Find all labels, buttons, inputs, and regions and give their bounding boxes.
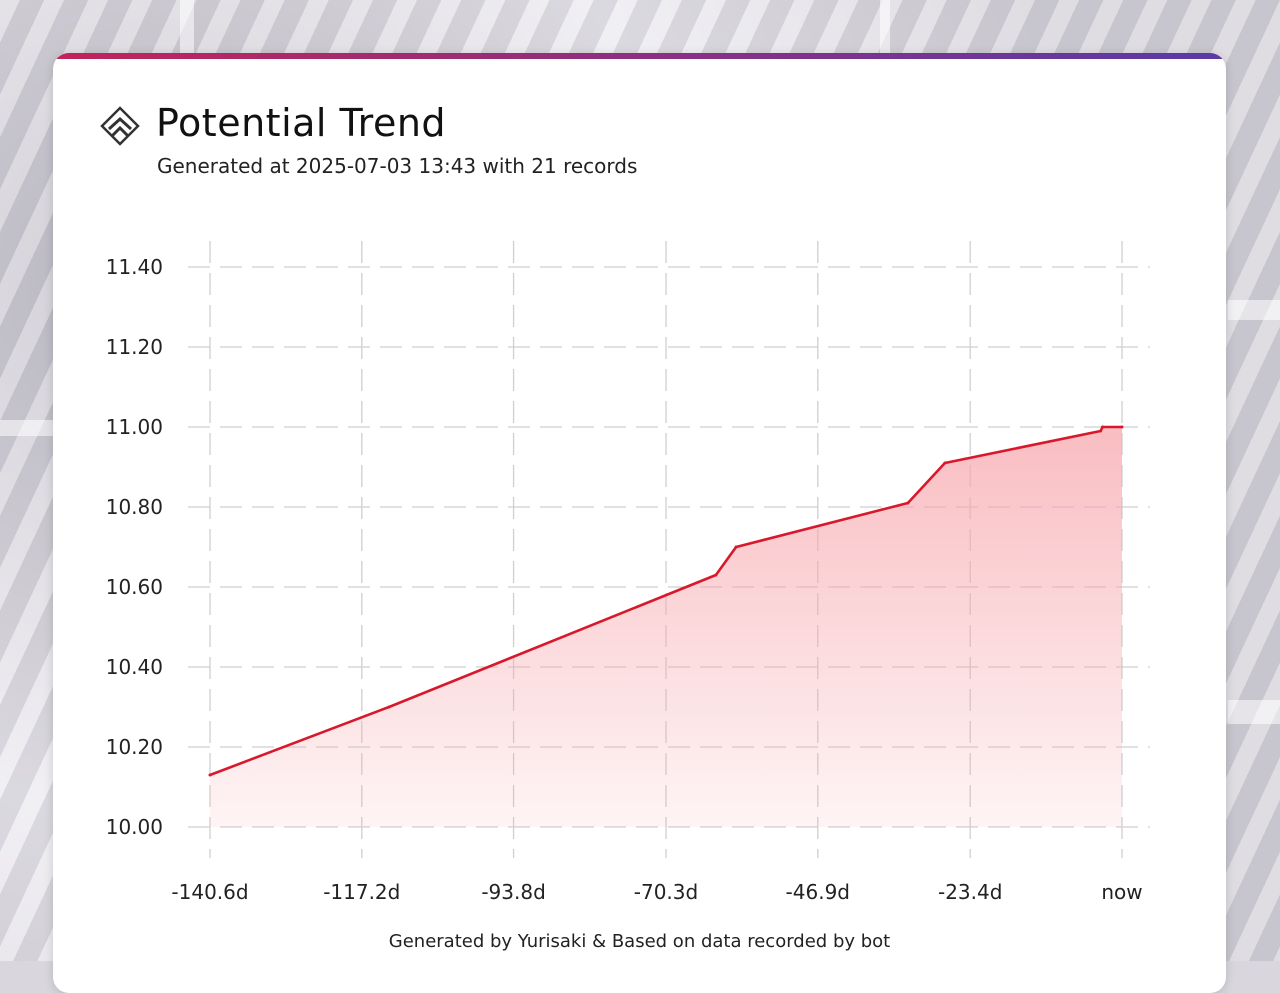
data-point [1099,429,1103,433]
accent-bar [53,53,1226,59]
y-tick-label: 10.20 [106,735,163,759]
data-point [1101,425,1105,429]
y-tick-label: 10.00 [106,815,163,839]
trend-card: Potential Trend Generated at 2025-07-03 … [53,53,1226,993]
y-tick-label: 11.20 [106,335,163,359]
data-point [714,573,718,577]
y-tick-label: 10.80 [106,495,163,519]
x-tick-label: -70.3d [634,880,698,904]
data-point [387,705,391,709]
y-tick-label: 11.40 [106,255,163,279]
potential-trend-chart: 10.00 10.20 10.40 10.60 10.80 11.00 11.20 11.40… [106,241,1150,904]
x-tick-label: -93.8d [481,880,545,904]
x-tick-label: -140.6d [171,880,248,904]
x-tick-label: now [1101,880,1142,904]
data-point [734,545,738,549]
page-subtitle: Generated at 2025-07-03 13:43 with 21 re… [157,154,638,178]
x-tick-label: -117.2d [323,880,400,904]
chevrons-up-icon [100,106,140,146]
data-point [906,501,910,505]
data-point [1120,425,1124,429]
y-tick-label: 10.60 [106,575,163,599]
trend-area [210,427,1122,827]
data-point [943,461,947,465]
y-tick-label: 11.00 [106,415,163,439]
x-tick-label: -23.4d [938,880,1002,904]
footer-credit: Generated by Yurisaki & Based on data re… [388,931,891,952]
page-title: Potential Trend [156,101,447,145]
x-tick-label: -46.9d [786,880,850,904]
y-tick-label: 10.40 [106,655,163,679]
data-point [208,773,212,777]
